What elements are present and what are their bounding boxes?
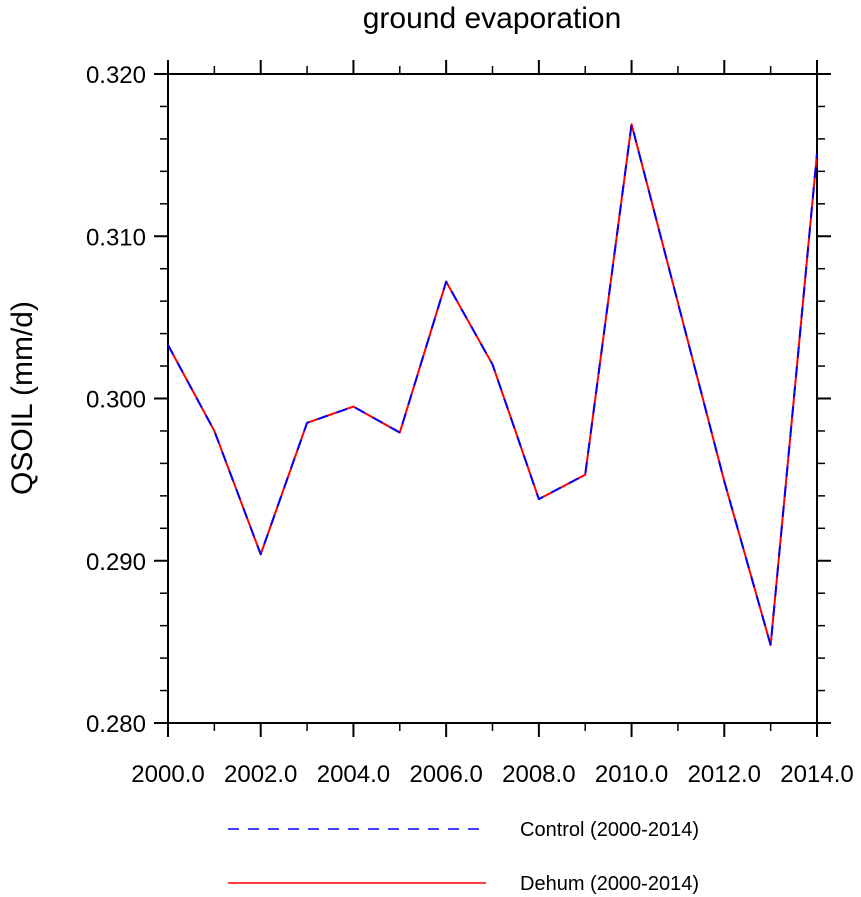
y-axis-label: QSOIL (mm/d) <box>6 301 39 495</box>
x-tick-label: 2012.0 <box>688 761 761 788</box>
axis-ticks <box>154 60 831 737</box>
series-lines <box>168 123 817 647</box>
x-tick-label: 2000.0 <box>131 761 204 788</box>
series-line-control <box>168 123 817 647</box>
x-tick-label: 2002.0 <box>224 761 297 788</box>
x-tick-label: 2004.0 <box>317 761 390 788</box>
y-tick-label: 0.300 <box>86 387 146 414</box>
series-line-dehum <box>168 123 817 647</box>
axis-tick-labels: 0.280 0.290 0.300 0.310 0.320 2000.0 2002.0 200… <box>86 62 854 788</box>
x-tick-label: 2006.0 <box>409 761 482 788</box>
y-tick-label: 0.290 <box>86 549 146 576</box>
x-tick-label: 2010.0 <box>595 761 668 788</box>
y-tick-label: 0.320 <box>86 62 146 89</box>
y-tick-label: 0.280 <box>86 711 146 738</box>
x-tick-label: 2014.0 <box>780 761 853 788</box>
chart-title: ground evaporation <box>363 2 622 35</box>
plot-frame <box>167 73 818 724</box>
legend-label: Dehum (2000-2014) <box>520 873 699 895</box>
x-tick-label: 2008.0 <box>502 761 575 788</box>
y-tick-label: 0.310 <box>86 224 146 251</box>
legend: Control (2000-2014) Dehum (2000-2014) <box>228 819 699 895</box>
legend-label: Control (2000-2014) <box>520 819 699 841</box>
